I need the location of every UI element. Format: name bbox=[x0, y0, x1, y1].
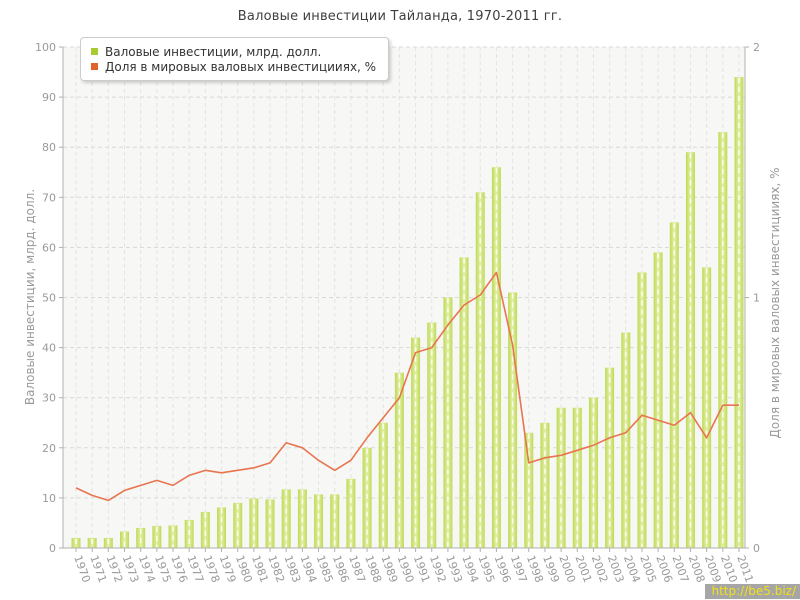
bar-2001 bbox=[572, 407, 582, 548]
plot-root: 0102030405060708090100012197019711972197… bbox=[35, 41, 760, 584]
bar-2008 bbox=[685, 152, 695, 548]
bar-2007 bbox=[669, 222, 679, 548]
watermark-link[interactable]: http://be5.biz/ bbox=[705, 584, 800, 599]
left-tick-label: 90 bbox=[42, 91, 56, 104]
left-tick-label: 60 bbox=[42, 241, 56, 254]
bar-1981 bbox=[249, 498, 259, 548]
bar-2003 bbox=[605, 367, 615, 548]
left-tick-label: 40 bbox=[42, 342, 56, 355]
legend-item-investments: Валовые инвестиции, млрд. долл. bbox=[91, 44, 376, 59]
bar-1973 bbox=[120, 531, 130, 548]
left-tick-label: 0 bbox=[49, 542, 56, 555]
legend-marker-line bbox=[91, 63, 98, 70]
left-tick-label: 30 bbox=[42, 392, 56, 405]
right-axis-title: Доля в мировых валовых инвестицииях, % bbox=[768, 167, 782, 439]
legend-label-investments: Валовые инвестиции, млрд. долл. bbox=[105, 44, 322, 59]
left-tick-label: 20 bbox=[42, 442, 56, 455]
legend-label-share: Доля в мировых валовых инвестицииях, % bbox=[105, 59, 377, 74]
bar-2000 bbox=[556, 407, 566, 548]
bar-1993 bbox=[443, 297, 453, 548]
right-tick-label: 2 bbox=[753, 41, 760, 54]
left-axis-title: Валовые инвестиции, млрд. долл. bbox=[23, 188, 37, 406]
share-line bbox=[75, 271, 739, 502]
bar-2010 bbox=[718, 132, 728, 549]
right-tick-label: 0 bbox=[753, 542, 760, 555]
left-tick-label: 80 bbox=[42, 141, 56, 154]
bar-1982 bbox=[265, 499, 275, 548]
bar-1999 bbox=[540, 422, 550, 548]
legend-item-share: Доля в мировых валовых инвестицииях, % bbox=[91, 59, 376, 74]
left-tick-label: 100 bbox=[35, 41, 56, 54]
left-tick-label: 50 bbox=[42, 292, 56, 305]
bar-1987 bbox=[346, 478, 356, 548]
bar-1986 bbox=[330, 494, 340, 548]
bar-1990 bbox=[394, 372, 404, 548]
legend: Валовые инвестиции, млрд. долл. Доля в м… bbox=[80, 37, 390, 81]
bar-2004 bbox=[621, 332, 631, 548]
chart-title: Валовые инвестиции Тайланда, 1970-2011 г… bbox=[237, 9, 563, 24]
bar-1995 bbox=[475, 192, 485, 549]
left-tick-label: 10 bbox=[42, 492, 56, 505]
left-tick-label: 70 bbox=[42, 191, 56, 204]
bar-1991 bbox=[411, 337, 421, 548]
bar-1985 bbox=[314, 494, 324, 548]
bar-1989 bbox=[378, 422, 388, 548]
right-tick-label: 1 bbox=[753, 292, 760, 305]
bar-1978 bbox=[200, 511, 210, 548]
legend-marker-bar bbox=[91, 48, 98, 55]
